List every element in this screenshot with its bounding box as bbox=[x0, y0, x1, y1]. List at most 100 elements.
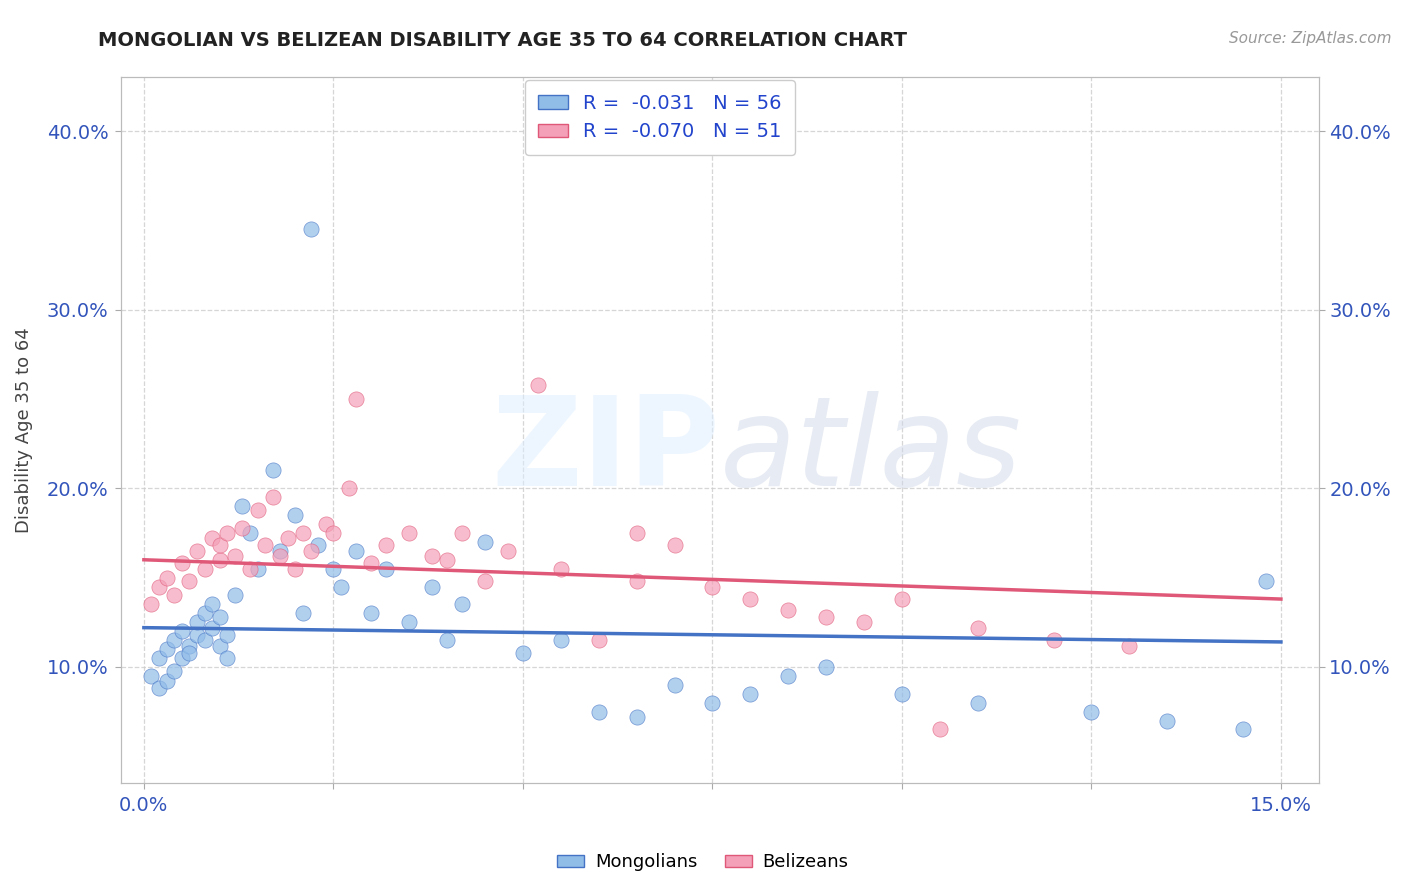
Text: MONGOLIAN VS BELIZEAN DISABILITY AGE 35 TO 64 CORRELATION CHART: MONGOLIAN VS BELIZEAN DISABILITY AGE 35 … bbox=[98, 31, 907, 50]
Point bbox=[284, 508, 307, 522]
Point bbox=[1232, 723, 1254, 737]
Point bbox=[246, 562, 269, 576]
Point bbox=[702, 580, 724, 594]
Point bbox=[527, 377, 550, 392]
Point bbox=[474, 535, 496, 549]
Text: atlas: atlas bbox=[720, 391, 1022, 512]
Point bbox=[217, 628, 239, 642]
Point bbox=[299, 222, 322, 236]
Point bbox=[344, 392, 367, 406]
Text: ZIP: ZIP bbox=[491, 391, 720, 512]
Point bbox=[186, 628, 208, 642]
Point bbox=[208, 610, 231, 624]
Point bbox=[550, 562, 572, 576]
Point bbox=[588, 633, 610, 648]
Point bbox=[474, 574, 496, 589]
Point bbox=[1042, 633, 1064, 648]
Point bbox=[626, 710, 648, 724]
Point bbox=[262, 490, 284, 504]
Point bbox=[193, 562, 215, 576]
Point bbox=[398, 615, 420, 630]
Point bbox=[262, 463, 284, 477]
Point bbox=[966, 696, 988, 710]
Point bbox=[853, 615, 876, 630]
Point bbox=[224, 549, 246, 564]
Legend: Mongolians, Belizeans: Mongolians, Belizeans bbox=[550, 847, 856, 879]
Point bbox=[1254, 574, 1277, 589]
Point bbox=[451, 598, 474, 612]
Point bbox=[344, 544, 367, 558]
Point bbox=[208, 639, 231, 653]
Point bbox=[1156, 714, 1178, 728]
Point bbox=[163, 664, 186, 678]
Point bbox=[890, 687, 912, 701]
Point bbox=[141, 669, 163, 683]
Text: Source: ZipAtlas.com: Source: ZipAtlas.com bbox=[1229, 31, 1392, 46]
Point bbox=[740, 687, 762, 701]
Point bbox=[778, 669, 800, 683]
Point bbox=[626, 574, 648, 589]
Point bbox=[550, 633, 572, 648]
Point bbox=[588, 705, 610, 719]
Point bbox=[284, 562, 307, 576]
Point bbox=[315, 516, 337, 531]
Point bbox=[778, 603, 800, 617]
Point bbox=[186, 615, 208, 630]
Point bbox=[1080, 705, 1102, 719]
Point bbox=[337, 481, 360, 495]
Point bbox=[148, 651, 170, 665]
Point bbox=[451, 525, 474, 540]
Point bbox=[398, 525, 420, 540]
Point bbox=[277, 532, 299, 546]
Point bbox=[420, 580, 443, 594]
Point bbox=[231, 499, 253, 513]
Point bbox=[375, 562, 398, 576]
Point bbox=[201, 598, 224, 612]
Point bbox=[156, 674, 179, 689]
Point bbox=[299, 544, 322, 558]
Point bbox=[208, 539, 231, 553]
Point bbox=[148, 681, 170, 696]
Point bbox=[231, 520, 253, 534]
Point bbox=[740, 592, 762, 607]
Point bbox=[436, 633, 458, 648]
Point bbox=[179, 639, 201, 653]
Point bbox=[246, 502, 269, 516]
Point bbox=[201, 621, 224, 635]
Point bbox=[966, 621, 988, 635]
Point bbox=[179, 646, 201, 660]
Point bbox=[360, 557, 382, 571]
Point bbox=[148, 580, 170, 594]
Point bbox=[170, 624, 193, 639]
Point bbox=[217, 525, 239, 540]
Point bbox=[664, 539, 686, 553]
Point bbox=[208, 553, 231, 567]
Point bbox=[156, 642, 179, 657]
Legend: R =  -0.031   N = 56, R =  -0.070   N = 51: R = -0.031 N = 56, R = -0.070 N = 51 bbox=[524, 80, 796, 155]
Point bbox=[496, 544, 519, 558]
Point bbox=[322, 525, 344, 540]
Point bbox=[141, 598, 163, 612]
Point bbox=[254, 539, 277, 553]
Point bbox=[512, 646, 534, 660]
Point bbox=[224, 589, 246, 603]
Y-axis label: Disability Age 35 to 64: Disability Age 35 to 64 bbox=[15, 327, 32, 533]
Point bbox=[307, 539, 329, 553]
Point bbox=[702, 696, 724, 710]
Point bbox=[156, 571, 179, 585]
Point bbox=[420, 549, 443, 564]
Point bbox=[239, 525, 262, 540]
Point bbox=[664, 678, 686, 692]
Point bbox=[292, 607, 315, 621]
Point bbox=[269, 549, 291, 564]
Point bbox=[193, 607, 215, 621]
Point bbox=[163, 589, 186, 603]
Point bbox=[217, 651, 239, 665]
Point bbox=[186, 544, 208, 558]
Point bbox=[163, 633, 186, 648]
Point bbox=[193, 633, 215, 648]
Point bbox=[360, 607, 382, 621]
Point bbox=[1118, 639, 1140, 653]
Point bbox=[322, 562, 344, 576]
Point bbox=[292, 525, 315, 540]
